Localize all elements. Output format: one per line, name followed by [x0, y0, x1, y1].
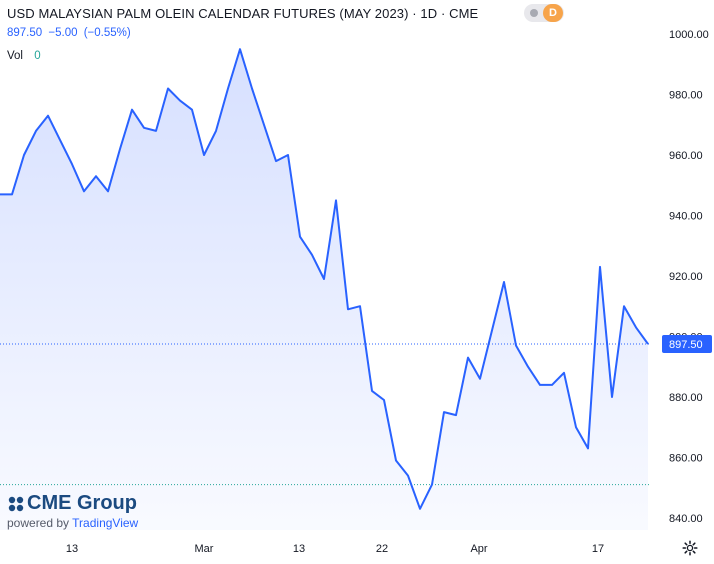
data-point-51: [611, 396, 613, 398]
data-point-29: [347, 308, 349, 310]
y-tick-label: 840.00: [669, 513, 703, 525]
data-point-39: [467, 356, 469, 358]
data-point-44: [527, 366, 529, 368]
price-summary: 897.50 −5.00 (−0.55%): [7, 27, 134, 39]
x-tick-label: 13: [293, 543, 305, 555]
price-change-pct: (−0.55%): [83, 27, 131, 39]
series-line: [0, 48, 649, 510]
data-point-35: [419, 508, 421, 510]
cme-globe-icon: [8, 496, 24, 511]
data-point-6: [71, 163, 73, 165]
data-point-16: [191, 109, 193, 111]
data-point-28: [335, 199, 337, 201]
data-point-8: [95, 175, 97, 177]
data-point-1: [11, 193, 13, 195]
daily-badge[interactable]: D: [543, 4, 563, 22]
data-point-25: [299, 236, 301, 238]
volume-label: Vol: [7, 50, 23, 62]
data-point-50: [599, 266, 601, 268]
data-point-31: [371, 390, 373, 392]
symbol-title: USD MALAYSIAN PALM OLEIN CALENDAR FUTURE…: [7, 6, 479, 21]
data-point-5: [59, 139, 61, 141]
data-point-12: [143, 127, 145, 129]
data-point-19: [227, 87, 229, 89]
y-tick-label: 1000.00: [669, 29, 709, 41]
data-point-43: [515, 344, 517, 346]
data-point-52: [623, 305, 625, 307]
y-tick-label: 860.00: [669, 452, 703, 464]
y-tick-label: 960.00: [669, 150, 703, 162]
y-tick-label: 880.00: [669, 392, 703, 404]
data-point-7: [83, 190, 85, 192]
data-point-23: [275, 160, 277, 162]
data-point-2: [23, 154, 25, 156]
data-point-46: [551, 384, 553, 386]
data-point-4: [47, 115, 49, 117]
y-tick-label: 980.00: [669, 90, 703, 102]
price-change: −5.00: [48, 27, 78, 39]
data-point-34: [407, 474, 409, 476]
data-point-26: [311, 254, 313, 256]
x-tick-label: 22: [376, 543, 388, 555]
data-point-53: [635, 326, 637, 328]
data-point-18: [215, 130, 217, 132]
data-point-17: [203, 154, 205, 156]
cme-group-logo: CME Group: [7, 492, 137, 515]
data-point-14: [167, 87, 169, 89]
data-point-15: [179, 99, 181, 101]
powered-by: powered by TradingView: [7, 516, 138, 530]
data-point-37: [443, 411, 445, 413]
data-point-40: [479, 378, 481, 380]
data-point-11: [131, 109, 133, 111]
data-point-24: [287, 154, 289, 156]
last-price-tag: [662, 335, 712, 354]
data-point-48: [575, 426, 577, 428]
tradingview-link[interactable]: TradingView: [72, 516, 139, 530]
data-point-21: [251, 87, 253, 89]
chart-header: USD MALAYSIAN PALM OLEIN CALENDAR FUTURE…: [7, 6, 478, 21]
x-tick-label: Apr: [470, 543, 487, 555]
data-point-22: [263, 124, 265, 126]
data-point-20: [239, 48, 241, 50]
series-area-fill: [0, 49, 648, 530]
data-point-54: [647, 343, 649, 345]
data-point-27: [323, 278, 325, 280]
y-tick-label: 940.00: [669, 211, 703, 223]
toggle-dot-icon: [530, 9, 538, 17]
data-point-13: [155, 130, 157, 132]
x-tick-label: 17: [592, 543, 604, 555]
data-point-49: [587, 447, 589, 449]
data-point-30: [359, 305, 361, 307]
last-price: 897.50: [7, 27, 43, 39]
data-point-9: [107, 190, 109, 192]
data-point-38: [455, 414, 457, 416]
gear-icon[interactable]: [682, 540, 698, 556]
data-point-45: [539, 384, 541, 386]
data-point-42: [503, 281, 505, 283]
x-tick-label: 13: [66, 543, 78, 555]
data-point-47: [563, 372, 565, 374]
volume-value: 0: [34, 50, 41, 62]
data-point-41: [491, 329, 493, 331]
data-point-3: [35, 130, 37, 132]
data-point-33: [395, 459, 397, 461]
last-price-tag-label: 897.50: [669, 339, 703, 351]
data-point-32: [383, 399, 385, 401]
y-tick-label: 920.00: [669, 271, 703, 283]
data-point-10: [119, 148, 121, 150]
logo-text: CME Group: [27, 492, 137, 514]
powered-by-text: powered by: [7, 516, 70, 530]
data-point-36: [431, 483, 433, 485]
x-tick-label: Mar: [195, 543, 214, 555]
volume-legend: Vol 0: [7, 50, 41, 62]
